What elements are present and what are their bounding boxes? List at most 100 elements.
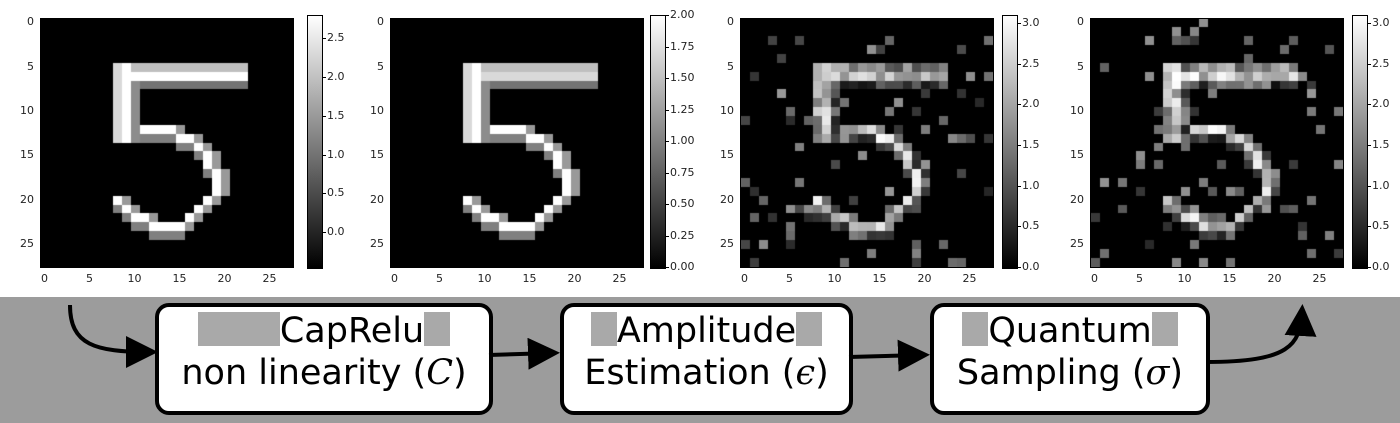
heatmap-panel-1: 0 5 10 15 20 25 0 5 10 15 20 25 2.5 2.0 1.5 1.0 0.5 0.0 [0, 0, 350, 295]
y-tick-label: 10 [720, 104, 734, 117]
y-tick-label: 20 [370, 192, 384, 206]
redaction-block [796, 312, 823, 346]
y-tick-label: 25 [1070, 236, 1084, 250]
colorbar-tick [1367, 226, 1371, 228]
colorbar-tick [1017, 23, 1021, 25]
colorbar-tick-label: 1.00 [670, 134, 695, 147]
colorbar [307, 15, 323, 269]
y-tick-label: 15 [370, 148, 384, 162]
x-tick-label: 0 [741, 272, 748, 285]
heatmap-image [390, 18, 644, 268]
y-tick-label: 15 [1070, 148, 1084, 162]
y-tick-label: 20 [1070, 192, 1084, 206]
colorbar-tick-label: 1.5 [1372, 138, 1390, 152]
arrow-amplitude-to-quantum [848, 339, 930, 372]
colorbar-tick-label: 2.5 [1022, 56, 1040, 70]
colorbar-tick [665, 15, 669, 16]
x-tick-label: 25 [262, 272, 277, 285]
heatmap-image [40, 18, 294, 268]
step-box-amplitude: Amplitude Estimation (ϵ) [560, 303, 853, 415]
y-tick-label: 10 [1070, 104, 1084, 117]
step-box-quantum: Quantum Sampling (σ) [930, 303, 1210, 415]
colorbar-tick-label: 0.0 [1022, 260, 1040, 273]
colorbar-tick-label: 0.0 [327, 225, 345, 239]
redaction-block [197, 312, 280, 346]
colorbar-tick-label: 1.50 [670, 71, 695, 84]
step-subtitle: Estimation (ϵ) [584, 353, 829, 393]
x-tick-label: 5 [436, 272, 443, 285]
colorbar-tick-label: 0.5 [1022, 219, 1040, 233]
colorbar-tick-label: 1.5 [1022, 138, 1040, 152]
redaction-block [424, 312, 451, 346]
colorbar-tick [1017, 145, 1021, 147]
colorbar-tick [1017, 63, 1021, 65]
x-tick-label: 10 [127, 272, 142, 285]
redaction-block [962, 312, 989, 346]
y-tick-label: 25 [370, 236, 384, 250]
x-tick-label: 0 [391, 272, 398, 285]
colorbar-tick-label: 2.5 [1372, 56, 1390, 70]
colorbar-tick [322, 154, 326, 156]
colorbar-tick [1367, 23, 1371, 25]
colorbar-tick-label: 2.00 [670, 8, 695, 21]
colorbar-tick [322, 115, 326, 117]
redaction-block [590, 312, 617, 346]
colorbar-tick [665, 204, 669, 205]
step-subtitle: non linearity (C) [181, 353, 467, 393]
colorbar-tick [322, 77, 326, 79]
x-tick-label: 15 [1222, 272, 1237, 285]
colorbar-tick-label: 2.0 [1022, 97, 1040, 111]
x-tick-label: 0 [1091, 272, 1098, 285]
colorbar-tick [1017, 104, 1021, 106]
y-tick-label: 5 [377, 59, 384, 73]
colorbar-tick [1017, 185, 1021, 187]
colorbar-tick-label: 0.0 [1372, 260, 1390, 273]
colorbar-tick-label: 3.0 [1372, 16, 1390, 30]
colorbar-tick-label: 2.0 [327, 70, 345, 84]
y-tick-label: 5 [27, 59, 34, 73]
colorbar-tick-label: 0.5 [1372, 219, 1390, 233]
colorbar-tick [322, 193, 326, 195]
x-tick-label: 10 [477, 272, 492, 285]
x-tick-label: 25 [612, 272, 627, 285]
colorbar-tick [1017, 226, 1021, 228]
y-tick-label: 0 [377, 15, 384, 29]
colorbar-tick-label: 1.25 [670, 102, 695, 116]
colorbar-tick [1367, 63, 1371, 65]
colorbar-tick [1367, 104, 1371, 106]
colorbar-tick [1367, 145, 1371, 147]
step-title: Quantum [934, 310, 1206, 352]
step-title: CapRelu [159, 310, 489, 352]
x-tick-label: 20 [1267, 272, 1282, 285]
colorbar-tick-label: 2.0 [1372, 97, 1390, 111]
y-tick-label: 0 [27, 15, 34, 29]
x-tick-label: 5 [86, 272, 93, 285]
colorbar-tick-label: 1.75 [670, 39, 695, 53]
colorbar-tick-label: 1.0 [1022, 178, 1040, 192]
y-tick-label: 20 [720, 192, 734, 206]
y-tick-label: 5 [1077, 59, 1084, 73]
colorbar [650, 15, 666, 269]
heatmap-image [740, 18, 994, 268]
heatmap-panel-4: 0 5 10 15 20 25 0 5 10 15 20 25 3.0 2.5 2.0 1.5 1.0 0.5 0.… [1050, 0, 1400, 295]
arrow-output [1205, 304, 1317, 364]
colorbar [1002, 15, 1018, 269]
colorbar-tick [665, 78, 669, 79]
heatmap-panel-2: 0 5 10 15 20 25 0 5 10 15 20 25 2.00 1.75 1.50 1.25 1.00… [350, 0, 700, 295]
step-title: Amplitude [564, 310, 849, 352]
colorbar-tick [1017, 267, 1021, 268]
colorbar-tick-label: 0.5 [327, 186, 345, 200]
y-tick-label: 0 [1077, 15, 1084, 29]
x-tick-label: 25 [962, 272, 977, 285]
x-tick-label: 5 [1136, 272, 1143, 285]
x-tick-label: 0 [41, 272, 48, 285]
colorbar-tick-label: 1.0 [327, 147, 345, 161]
y-tick-label: 20 [20, 192, 34, 206]
x-tick-label: 25 [1312, 272, 1327, 285]
colorbar-tick-label: 2.5 [327, 31, 345, 45]
y-tick-label: 10 [20, 104, 34, 117]
x-tick-label: 20 [567, 272, 582, 285]
colorbar-tick [665, 235, 669, 237]
colorbar-tick-label: 1.0 [1372, 178, 1390, 192]
